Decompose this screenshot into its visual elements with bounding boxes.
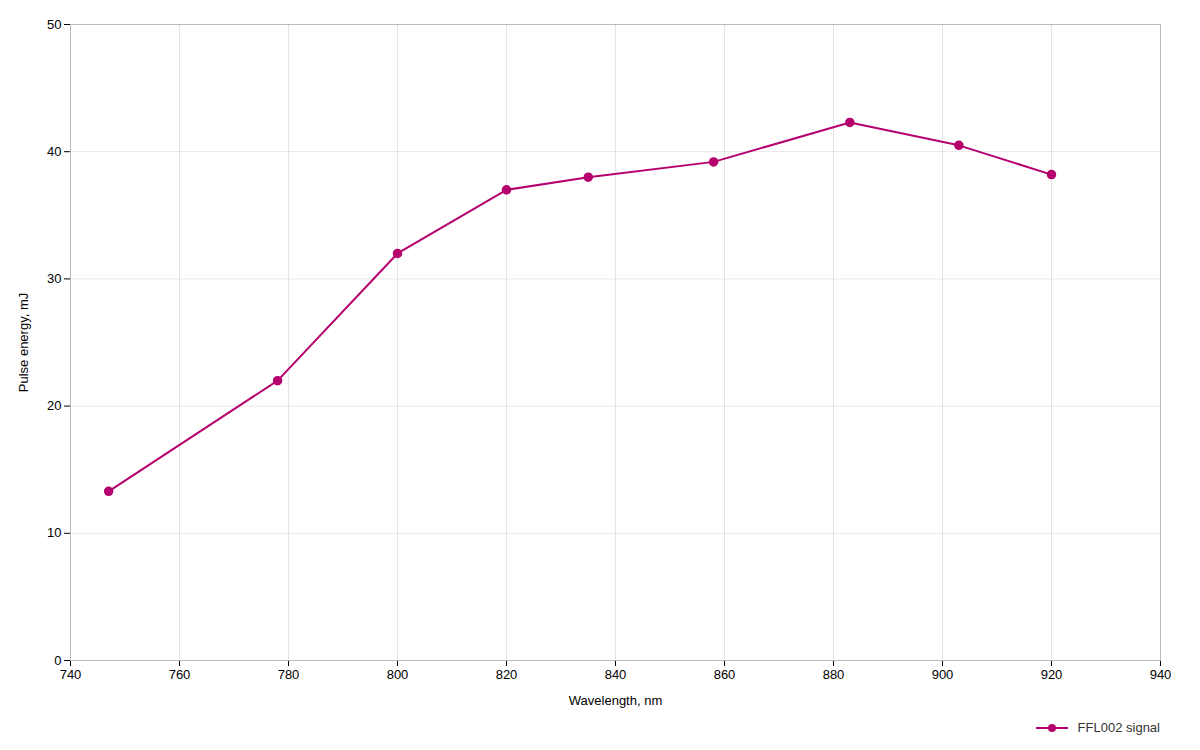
svg-text:940: 940 xyxy=(1150,667,1172,682)
html-text:FFL002 signal: FFL002 signal xyxy=(1077,720,1160,735)
svg-text:780: 780 xyxy=(278,667,300,682)
svg-text:860: 860 xyxy=(714,667,736,682)
svg-text:920: 920 xyxy=(1041,667,1063,682)
svg-text:10: 10 xyxy=(47,525,61,540)
svg-text:20: 20 xyxy=(47,398,61,413)
svg-text:820: 820 xyxy=(496,667,518,682)
svg-text:50: 50 xyxy=(47,17,61,32)
svg-text:880: 880 xyxy=(823,667,845,682)
svg-text:740: 740 xyxy=(60,667,82,682)
svg-text:760: 760 xyxy=(169,667,191,682)
svg-text:0: 0 xyxy=(54,653,61,668)
svg-text:800: 800 xyxy=(387,667,409,682)
svg-text:30: 30 xyxy=(47,271,61,286)
svg-text:Wavelength, nm: Wavelength, nm xyxy=(569,693,662,708)
svg-text:840: 840 xyxy=(605,667,627,682)
svg-text:40: 40 xyxy=(47,144,61,159)
svg-text:Pulse energy, mJ: Pulse energy, mJ xyxy=(16,293,31,392)
svg-text:900: 900 xyxy=(932,667,954,682)
